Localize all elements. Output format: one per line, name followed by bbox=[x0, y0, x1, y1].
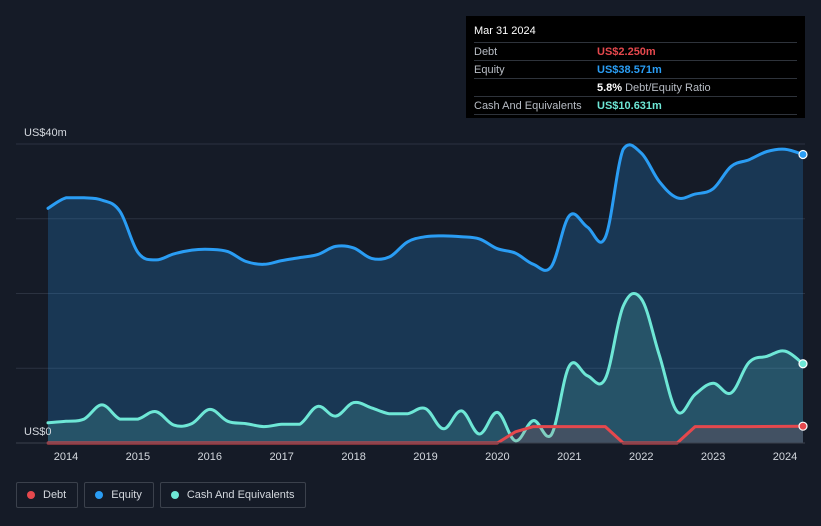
debt-area bbox=[48, 426, 803, 443]
y-tick-label: US$0 bbox=[24, 426, 52, 438]
tooltip-row-debt: Debt US$2.250m bbox=[474, 42, 797, 60]
cash-line bbox=[46, 291, 805, 443]
legend-label-cash: Cash And Equivalents bbox=[186, 489, 295, 501]
cash-area bbox=[48, 293, 803, 443]
x-tick-label: 2019 bbox=[413, 451, 437, 463]
legend-dot-cash bbox=[170, 491, 179, 499]
x-tick-label: 2020 bbox=[485, 451, 509, 463]
x-tick-label: 2016 bbox=[198, 451, 222, 463]
tooltip-row-equity: Equity US$38.571m bbox=[474, 60, 797, 78]
x-tick-label: 2023 bbox=[701, 451, 725, 463]
cash-end-marker[interactable] bbox=[798, 359, 808, 369]
legend-label-equity: Equity bbox=[111, 489, 142, 501]
tooltip-debt-value: US$2.250m bbox=[597, 45, 656, 58]
equity-area bbox=[48, 144, 803, 443]
x-tick-label: 2022 bbox=[629, 451, 653, 463]
tooltip-ratio-label: Debt/Equity Ratio bbox=[625, 81, 711, 94]
x-tick-label: 2017 bbox=[269, 451, 293, 463]
legend-item-equity[interactable]: Equity bbox=[84, 482, 154, 508]
cash-series bbox=[46, 291, 805, 443]
legend-dot-debt bbox=[27, 491, 35, 499]
x-tick-label: 2021 bbox=[557, 451, 581, 463]
equity-end-marker[interactable] bbox=[798, 149, 808, 160]
legend-item-cash[interactable]: Cash And Equivalents bbox=[159, 482, 307, 508]
tooltip-row-ratio: 5.8% Debt/Equity Ratio bbox=[474, 78, 797, 96]
gridlines bbox=[16, 143, 805, 369]
debt-series bbox=[46, 424, 805, 445]
debt-line bbox=[46, 424, 805, 445]
tooltip-cash-value: US$10.631m bbox=[597, 99, 662, 112]
legend-label-debt: Debt bbox=[43, 489, 67, 501]
legend-item-debt[interactable]: Debt bbox=[16, 482, 79, 508]
x-axis-ticks: 2014 2015 2016 2017 2018 2019 2020 2021 2022 2023… bbox=[54, 451, 798, 463]
legend-dot-equity bbox=[95, 491, 104, 499]
equity-line bbox=[46, 143, 805, 272]
end-markers bbox=[798, 149, 808, 431]
tooltip-debt-label: Debt bbox=[474, 45, 498, 58]
tooltip-row-cash: Cash And Equivalents US$10.631m bbox=[474, 96, 797, 115]
equity-series bbox=[46, 143, 805, 443]
tooltip-ratio-value: 5.8% bbox=[597, 81, 623, 94]
y-tick-label: US$40m bbox=[24, 127, 67, 139]
debt-end-marker[interactable] bbox=[798, 421, 808, 431]
tooltip-date: Mar 31 2024 bbox=[474, 25, 536, 37]
y-axis-ticks: US$40m US$0 bbox=[24, 127, 67, 438]
tooltip-cash-label: Cash And Equivalents bbox=[474, 99, 582, 112]
chart-legend: Debt Equity Cash And Equivalents bbox=[16, 482, 307, 508]
tooltip-equity-label: Equity bbox=[474, 63, 505, 76]
x-tick-label: 2024 bbox=[773, 451, 797, 463]
tooltip-equity-value: US$38.571m bbox=[597, 63, 662, 76]
x-tick-label: 2018 bbox=[341, 451, 365, 463]
x-tick-label: 2015 bbox=[126, 451, 150, 463]
data-tooltip: Mar 31 2024 Debt US$2.250m Equity US$38.… bbox=[466, 16, 805, 118]
x-tick-label: 2014 bbox=[54, 451, 78, 463]
